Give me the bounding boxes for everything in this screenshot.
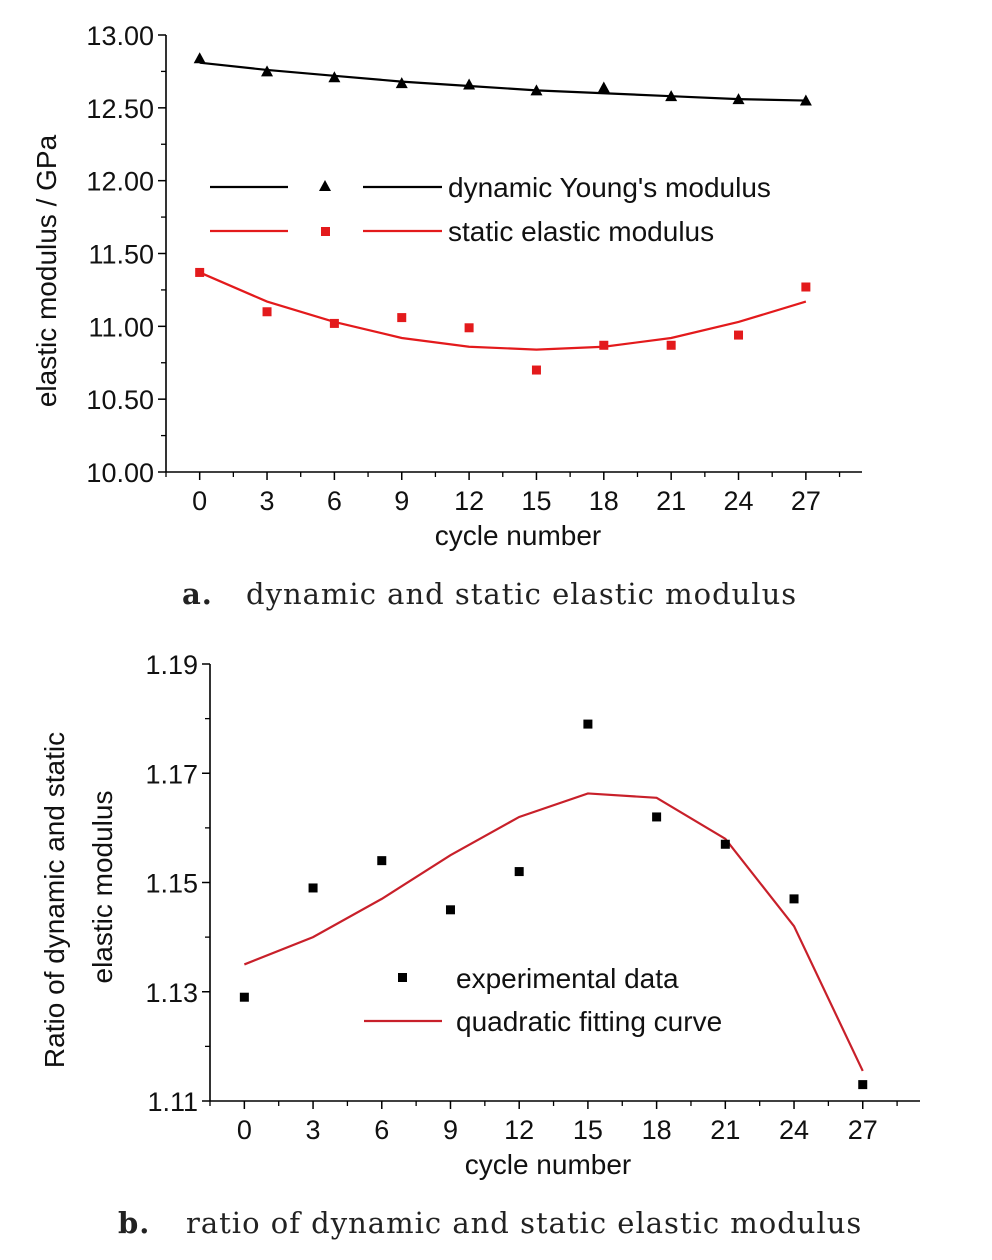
x-tick-label: 18 (589, 486, 619, 516)
dynamic-point (530, 84, 543, 96)
dynamic-point (799, 94, 812, 106)
chart-b-caption: b. ratio of dynamic and static elastic m… (118, 1206, 862, 1240)
legend-a-dynamic-marker (319, 180, 331, 191)
static-point (329, 318, 339, 328)
y-tick-label: 1.17 (145, 759, 198, 789)
dynamic-point (261, 65, 274, 77)
series-dynamic-fit-line (199, 61, 806, 102)
static-point (531, 365, 541, 375)
chart-b-plot (239, 719, 868, 1090)
y-tick-label: 13.00 (86, 21, 154, 51)
legend-a-static-label: static elastic modulus (448, 216, 714, 247)
static-point (397, 313, 407, 323)
chart-a-plot (193, 52, 812, 375)
y-tick-label: 1.15 (145, 869, 198, 899)
dynamic-point (665, 90, 678, 102)
static-point (734, 330, 744, 340)
chart-a-axes: 10.00 10.50 11.00 11.50 12.00 12.50 13.00 0 3 6 9 1… (86, 21, 862, 516)
y-tick-label: 12.50 (86, 94, 154, 124)
chart-b-axes: 1.11 1.13 1.15 1.17 1.19 0 3 6 9 12 15 18 21 24 27 (145, 650, 920, 1145)
legend-a-dynamic-label: dynamic Young's modulus (448, 172, 771, 203)
static-point (666, 340, 676, 350)
chart-a-xlabel: cycle number (435, 520, 602, 551)
experimental-point (720, 839, 730, 849)
y-tick-label: 11.50 (88, 240, 154, 270)
experimental-point (445, 905, 455, 915)
experimental-point (239, 992, 249, 1002)
experimental-point (583, 719, 593, 729)
static-point (195, 267, 205, 277)
chart-b-caption-text: ratio of dynamic and static elastic modu… (186, 1206, 862, 1240)
chart-b-ylabel-line2: elastic modulus (87, 791, 118, 984)
x-tick-label: 27 (791, 486, 821, 516)
dynamic-point (732, 93, 745, 105)
experimental-point (789, 894, 799, 904)
x-tick-label: 15 (573, 1115, 603, 1145)
legend-b-fit-label: quadratic fitting curve (456, 1006, 722, 1037)
dynamic-point (463, 78, 476, 90)
chart-b-ylabel-line1: Ratio of dynamic and static (39, 732, 70, 1068)
x-tick-label: 18 (642, 1115, 672, 1145)
y-tick-label: 11.00 (88, 312, 154, 342)
chart-a: 10.00 10.50 11.00 11.50 12.00 12.50 13.00 0 3 6 9 1… (31, 21, 862, 611)
chart-a-legend: dynamic Young's modulus static elastic m… (210, 172, 771, 247)
static-point (599, 340, 609, 350)
y-tick-label: 1.19 (145, 650, 198, 680)
x-tick-label: 24 (723, 486, 753, 516)
static-point (464, 323, 474, 333)
x-tick-label: 12 (454, 486, 484, 516)
x-tick-label: 15 (521, 486, 551, 516)
y-tick-label: 10.00 (86, 458, 154, 488)
chart-a-panel-label: a. (182, 577, 213, 611)
legend-b-experimental-marker (398, 973, 407, 982)
y-tick-label: 12.00 (86, 167, 154, 197)
experimental-point (652, 812, 662, 822)
chart-b-panel-label: b. (118, 1206, 150, 1240)
y-tick-label: 1.13 (145, 978, 198, 1008)
static-point (262, 307, 272, 317)
x-tick-label: 9 (394, 486, 409, 516)
x-tick-label: 3 (306, 1115, 321, 1145)
experimental-point (514, 867, 524, 877)
x-tick-label: 24 (779, 1115, 809, 1145)
x-tick-label: 0 (237, 1115, 252, 1145)
dynamic-point (193, 52, 206, 64)
x-tick-label: 6 (374, 1115, 389, 1145)
y-tick-label: 1.11 (147, 1087, 198, 1117)
experimental-point (858, 1080, 868, 1090)
series-quadratic-fit-line (243, 792, 864, 1072)
experimental-point (308, 883, 318, 893)
chart-b-xlabel: cycle number (465, 1149, 632, 1180)
x-tick-label: 9 (443, 1115, 458, 1145)
chart-b: 1.11 1.13 1.15 1.17 1.19 0 3 6 9 12 15 18 21 24 27 exp… (39, 650, 920, 1240)
y-tick-label: 10.50 (86, 385, 154, 415)
x-tick-label: 21 (710, 1115, 740, 1145)
x-tick-label: 12 (504, 1115, 534, 1145)
x-tick-label: 0 (192, 486, 207, 516)
x-tick-label: 21 (656, 486, 686, 516)
x-tick-label: 6 (327, 486, 342, 516)
x-tick-label: 3 (260, 486, 275, 516)
chart-a-ylabel: elastic modulus / GPa (31, 134, 62, 407)
static-point (801, 282, 811, 292)
chart-a-caption: a. dynamic and static elastic modulus (182, 577, 797, 611)
legend-a-static-marker (321, 227, 330, 236)
experimental-point (377, 856, 387, 866)
x-tick-label: 27 (848, 1115, 878, 1145)
dynamic-point (395, 77, 408, 89)
chart-a-caption-text: dynamic and static elastic modulus (246, 577, 797, 611)
dynamic-point (597, 81, 610, 93)
dynamic-point (328, 71, 341, 83)
chart-b-legend: experimental data quadratic fitting curv… (364, 963, 722, 1037)
series-static-fit-line (199, 271, 807, 351)
legend-b-experimental-label: experimental data (456, 963, 679, 994)
